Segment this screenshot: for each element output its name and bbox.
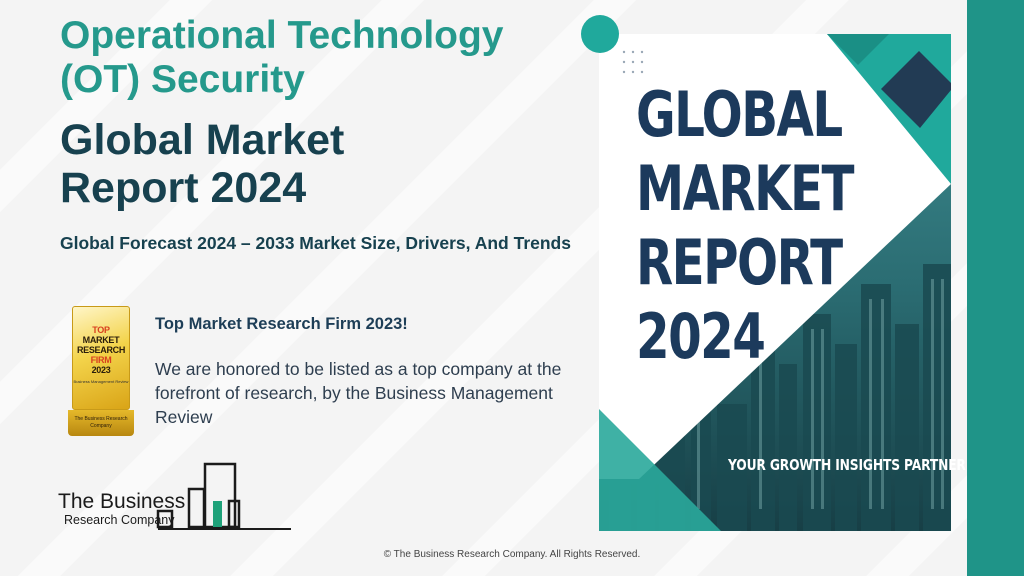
cover-title-line: MARKET [636,152,854,225]
cover-title-line: REPORT [636,226,843,299]
award-badge-line: RESEARCH [76,345,126,355]
company-logo-bars-icon [156,462,291,530]
award-badge-publisher: Business Management Review [73,379,129,384]
award-panel: TOP MARKET RESEARCH FIRM 2023 Business M… [72,306,130,410]
right-accent-band [967,0,1024,576]
award-badge-line: TOP [92,325,110,335]
report-subtitle: Global Forecast 2024 – 2033 Market Size,… [60,233,571,253]
cover-tagline: YOUR GROWTH INSIGHTS PARTNER [728,456,966,474]
topic-title-line-1: Operational Technology [60,14,504,57]
main-title-line-2: Report 2024 [60,164,307,212]
cover-accent-dot [581,15,619,53]
footer-copyright: © The Business Research Company. All Rig… [383,549,641,560]
report-main-title: Global Market Report 2024 [60,116,480,212]
award-badge-line: 2023 [91,365,111,375]
cover-artwork [599,34,951,531]
award-badge-line: FIRM [90,355,112,365]
award-base: The Business Research Company [68,410,134,436]
topic-title-line-2: (OT) Security [60,58,305,101]
cover-title-line: 2024 [636,300,766,373]
award-description: We are honored to be listed as a top com… [155,359,562,427]
company-logo-name: The Business [58,490,186,513]
award-trophy-image: TOP MARKET RESEARCH FIRM 2023 Business M… [64,306,138,436]
cover-title: GLOBAL MARKET REPORT 2024 [636,78,854,374]
cover-title-line: GLOBAL [636,78,843,151]
company-logo-subname: Research Company [64,513,175,527]
report-topic-title: Operational Technology (OT) Security [60,14,580,102]
award-badge-line: MARKET [82,335,120,345]
report-cover-image [599,34,951,531]
award-heading: Top Market Research Firm 2023! [155,315,408,333]
dot-grid-icon [622,50,644,74]
main-title-line-1: Global Market [60,116,345,164]
